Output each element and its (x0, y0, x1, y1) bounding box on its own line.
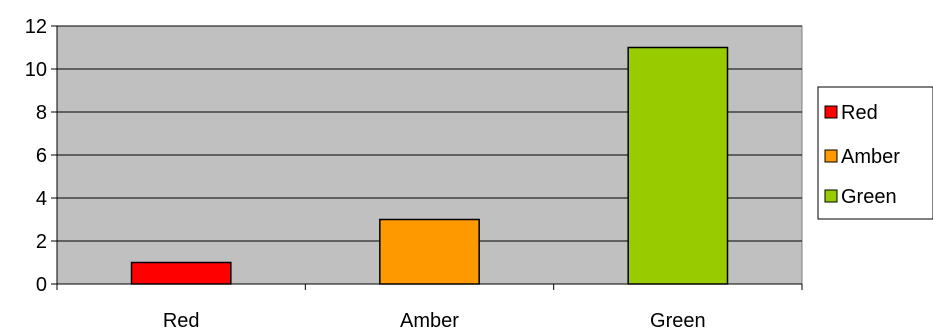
y-tick-label: 10 (25, 59, 47, 81)
x-tick-label: Red (163, 310, 200, 329)
x-tick-label: Amber (400, 310, 459, 329)
legend-swatch-amber (824, 149, 838, 163)
legend-swatch-green (824, 189, 838, 203)
y-tick-label: 6 (36, 145, 47, 167)
legend-label-green: Green (841, 186, 897, 208)
bar-green (627, 46, 729, 285)
legend-swatch-red (824, 105, 838, 119)
legend-label-amber: Amber (841, 146, 900, 168)
y-tick-label: 4 (36, 188, 47, 210)
legend: Red Amber Green (817, 86, 933, 220)
x-tick-label: Green (650, 310, 706, 329)
y-tick-label: 12 (25, 16, 47, 38)
x-axis: Red Amber Green (56, 283, 803, 329)
bar-red (130, 261, 232, 285)
y-tick-label: 0 (36, 274, 47, 296)
legend-label-red: Red (841, 102, 878, 124)
y-tick-label: 2 (36, 231, 47, 253)
bar-amber (379, 218, 480, 285)
bars (130, 46, 729, 285)
y-axis: 0 2 4 6 8 10 12 (25, 16, 58, 296)
y-tick-label: 8 (36, 102, 47, 124)
